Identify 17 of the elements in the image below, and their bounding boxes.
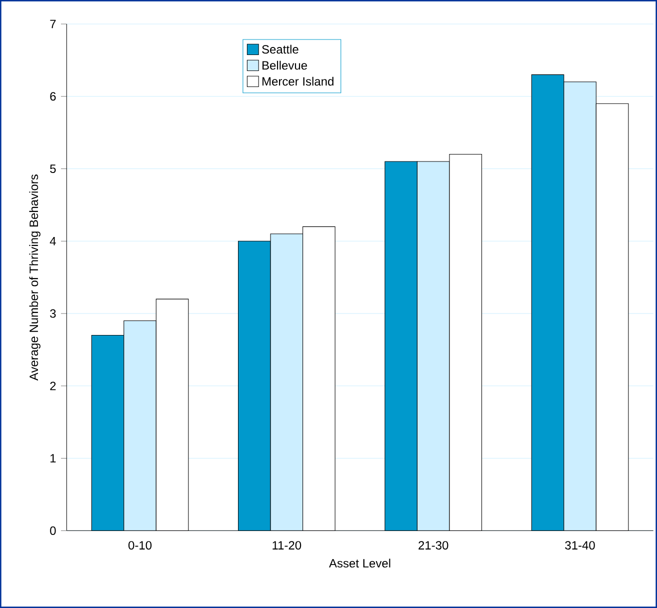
y-tick-label: 3 (50, 309, 56, 318)
y-tick-label: 2 (50, 382, 56, 390)
legend-label: Bellevue (262, 60, 308, 70)
x-tick-label: 21-30 (418, 541, 448, 550)
legend-label: Seattle (262, 44, 298, 54)
x-tick-label: 11-20 (272, 541, 302, 550)
y-axis-title: Average Number of Thriving Behaviors (29, 174, 40, 381)
y-tick-label: 0 (50, 526, 56, 535)
legend-label: Mercer Island (262, 76, 334, 86)
x-tick-label: 0-10 (128, 541, 152, 550)
x-axis-title: Asset Level (329, 558, 390, 568)
y-tick-label: 7 (50, 20, 56, 28)
x-tick-label: 31-40 (565, 541, 595, 550)
y-tick-label: 1 (50, 454, 56, 462)
y-tick-label: 5 (50, 164, 56, 173)
y-tick-label: 6 (50, 92, 56, 101)
y-tick-label: 4 (50, 237, 56, 246)
